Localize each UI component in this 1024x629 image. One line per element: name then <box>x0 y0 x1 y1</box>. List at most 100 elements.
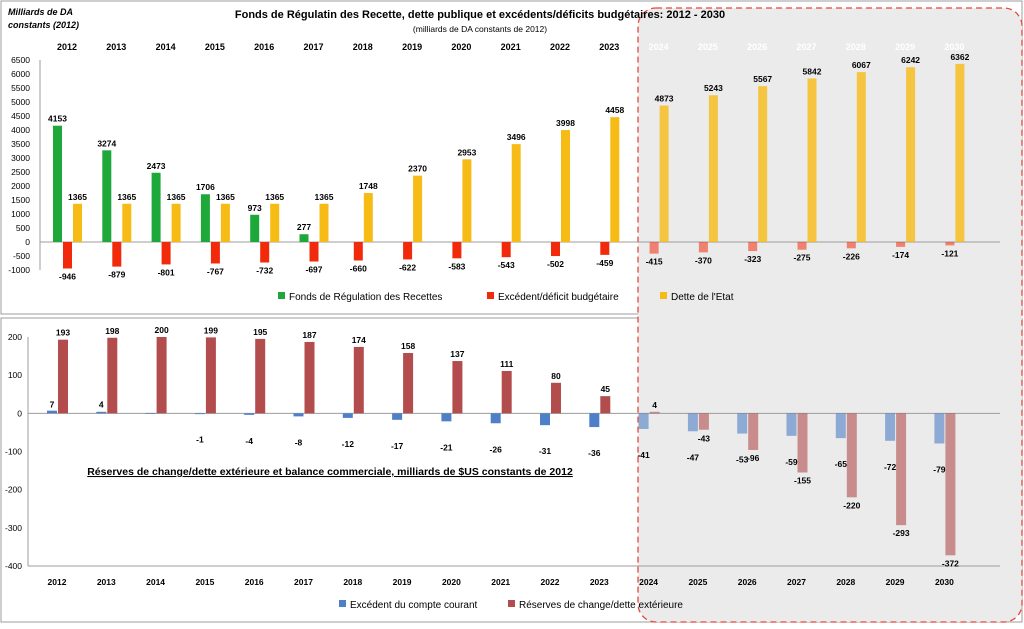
chart-1-y-tick-label: 4500 <box>11 111 30 121</box>
chart-2-y-tick-label: -200 <box>5 485 22 495</box>
chart-1-bar-deficit <box>112 242 122 267</box>
chart-1-y-tick-label: 6000 <box>11 69 30 79</box>
chart-1-label-deficit: -415 <box>646 257 663 267</box>
chart-1-x-tick-label: 2024 <box>649 42 669 52</box>
chart-1-x-tick-label: 2019 <box>402 42 422 52</box>
chart-2-bar-current-account <box>47 410 57 414</box>
chart-2-y-tick-label: -100 <box>5 447 22 457</box>
chart-2-x-tick-label: 2018 <box>343 577 362 587</box>
chart-2-label-current-account: -47 <box>687 452 700 462</box>
chart-2-bar-current-account <box>244 413 255 415</box>
chart-1-bar-debt <box>462 159 472 242</box>
chart-2-x-tick-label: 2013 <box>97 577 116 587</box>
chart-2-bar-reserves <box>698 413 709 430</box>
chart-1-label-debt: 3998 <box>556 118 575 128</box>
chart-2-x-tick-label: 2029 <box>886 577 905 587</box>
chart-2-bar-reserves <box>649 411 660 414</box>
chart-1-label-debt: 4458 <box>605 105 624 115</box>
chart-1-label-debt: 1365 <box>167 192 186 202</box>
chart-1-bar-deficit <box>309 242 319 262</box>
chart-2-label-reserves: -293 <box>893 528 910 538</box>
chart-1-label-deficit: -174 <box>892 250 909 260</box>
chart-1-bar-debt <box>955 63 965 242</box>
chart-2-bar-current-account <box>934 413 945 444</box>
chart-1-bar-deficit <box>896 242 906 247</box>
chart-1-bar-debt <box>708 95 718 242</box>
chart-1-bar-deficit <box>600 242 610 255</box>
chart-1-x-tick-label: 2025 <box>698 42 718 52</box>
chart-2-bar-current-account <box>194 413 205 415</box>
chart-1-label-debt: 4873 <box>655 94 674 104</box>
chart-1-y-tick-label: 6500 <box>11 55 30 65</box>
chart-2-label-reserves: 200 <box>155 325 169 335</box>
chart-1-bar-debt <box>171 203 181 242</box>
chart-2-bar-current-account <box>835 413 846 439</box>
chart-1-label-frr: 973 <box>248 203 262 213</box>
chart-1-label-debt: 1365 <box>68 192 87 202</box>
chart-2-bar-reserves <box>600 396 611 414</box>
chart-1-label-debt: 1365 <box>117 192 136 202</box>
chart-1-label-deficit: -946 <box>59 271 76 281</box>
chart-1-bar-debt <box>413 175 423 242</box>
chart-2-label-reserves: -155 <box>794 475 811 485</box>
chart-2-label-current-account: -59 <box>785 457 798 467</box>
chart-1-units-line1: Milliards de DA <box>8 7 73 17</box>
chart-1-label-deficit: -323 <box>744 254 761 264</box>
chart-1-bar-deficit <box>748 242 758 252</box>
chart-2-x-tick-label: 2019 <box>393 577 412 587</box>
chart-1-label-deficit: -121 <box>941 248 958 258</box>
chart-2-bar-current-account <box>490 413 501 424</box>
chart-1-bar-debt <box>659 105 669 242</box>
chart-1-x-tick-label: 2026 <box>747 42 767 52</box>
chart-1-bar-debt <box>807 78 817 242</box>
chart-1-y-tick-label: 2500 <box>11 167 30 177</box>
chart-1-label-debt: 5842 <box>803 66 822 76</box>
chart-1-y-tick-label: 3000 <box>11 153 30 163</box>
chart-1-label-deficit: -697 <box>305 265 322 275</box>
chart-2-bar-current-account <box>638 413 649 429</box>
chart-2-y-tick-label: 200 <box>8 332 22 342</box>
chart-2-bar-current-account <box>342 413 353 418</box>
chart-2-bar-reserves <box>403 353 414 414</box>
chart-2-x-tick-label: 2014 <box>146 577 165 587</box>
chart-2-bar-reserves <box>452 361 463 414</box>
chart-1-x-tick-label: 2028 <box>846 42 866 52</box>
chart-1-bar-frr <box>299 234 309 242</box>
chart-2-label-reserves: 195 <box>253 327 267 337</box>
chart-1-legend-swatch <box>660 292 667 299</box>
chart-1-subtitle: (milliards de DA constants de 2012) <box>413 24 547 34</box>
chart-1-bar-deficit <box>846 242 856 249</box>
chart-1-x-tick-label: 2021 <box>501 42 521 52</box>
chart-2-label-reserves: 45 <box>601 384 611 394</box>
chart-2-x-tick-label: 2027 <box>787 577 806 587</box>
chart-1-y-tick-label: 5000 <box>11 97 30 107</box>
chart-2-bar-reserves <box>58 339 68 414</box>
chart-2-x-tick-label: 2030 <box>935 577 954 587</box>
chart-2-y-tick-label: -300 <box>5 523 22 533</box>
chart-2-y-tick-label: -400 <box>5 561 22 571</box>
chart-2-label-current-account: -65 <box>835 459 848 469</box>
chart-2-legend-swatch <box>508 600 515 607</box>
chart-1-bar-debt <box>122 203 132 242</box>
chart-1-label-debt: 3496 <box>507 132 526 142</box>
chart-2-label-reserves: -96 <box>747 453 760 463</box>
chart-1-label-frr: 3274 <box>97 138 116 148</box>
chart-2-bar-reserves <box>748 413 759 450</box>
chart-2-x-tick-label: 2021 <box>491 577 510 587</box>
chart-2-bar-reserves <box>896 413 907 526</box>
chart-2-x-tick-label: 2017 <box>294 577 313 587</box>
chart-1-bar-deficit <box>501 242 511 258</box>
chart-2-label-current-account: -36 <box>588 448 601 458</box>
chart-2-label-current-account: -41 <box>637 450 650 460</box>
chart-2-label-reserves: 193 <box>56 328 70 338</box>
chart-1-units-line2: constants (2012) <box>8 20 79 30</box>
chart-2-label-current-account: -17 <box>391 441 404 451</box>
chart-1-y-tick-label: -1000 <box>8 265 30 275</box>
chart-1-bar-frr <box>102 150 112 242</box>
chart-2-x-tick-label: 2020 <box>442 577 461 587</box>
chart-1-label-deficit: -622 <box>399 262 416 272</box>
chart-1-x-tick-label: 2029 <box>895 42 915 52</box>
chart-1-x-tick-label: 2014 <box>156 42 176 52</box>
chart-1-bar-deficit <box>260 242 270 263</box>
